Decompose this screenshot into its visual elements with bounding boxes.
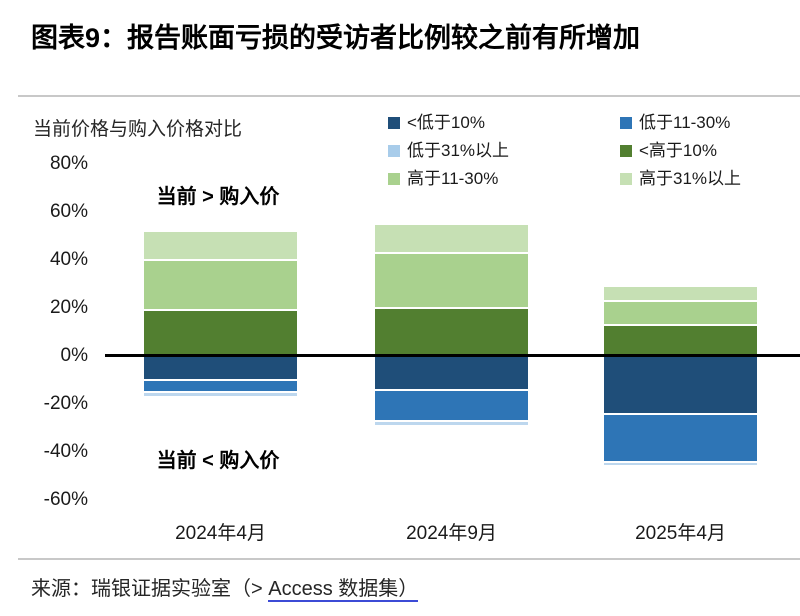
bar-segment-gain — [375, 309, 528, 355]
legend-label: 低于11-30% — [639, 113, 731, 132]
source-prefix: 来源：瑞银证据实验室（> — [31, 578, 269, 600]
legend-item: 高于11-30% — [388, 168, 620, 190]
bar-segment-gain — [375, 225, 528, 252]
y-tick-label: 80% — [49, 153, 88, 174]
y-axis: 80% 60% 40% 20% 0% -20% -40% -60% — [0, 0, 88, 616]
x-axis-label: 2024年4月 — [175, 523, 266, 544]
bar-segment-gain — [604, 325, 757, 355]
y-tick-label: -40% — [43, 441, 88, 462]
legend: <低于10% 低于11-30% 低于31%以上 <高于10% 高于11-30% 高于31%… — [388, 112, 741, 190]
bar-segment-gain — [144, 261, 297, 310]
bar-segment-gain — [604, 301, 757, 324]
legend-swatch-icon — [388, 173, 400, 185]
legend-item: 低于31%以上 — [388, 140, 620, 162]
bar-segment-loss — [604, 462, 757, 466]
legend-label: <高于10% — [639, 141, 717, 160]
x-axis-label: 2025年4月 — [635, 523, 726, 544]
annotation-current-below-purchase: 当前 < 购入价 — [156, 450, 280, 472]
x-axis-label: 2024年9月 — [406, 523, 497, 544]
legend-item: <低于10% — [388, 112, 620, 134]
y-tick-label: 40% — [49, 249, 88, 270]
y-tick-label: -20% — [43, 393, 88, 414]
bar-segment-loss — [144, 357, 297, 379]
page-title: 图表9：报告账面亏损的受访者比例较之前有所增加 — [31, 23, 641, 53]
bar-segment-loss — [604, 414, 757, 461]
y-tick-label: 20% — [49, 297, 88, 318]
bar-segment-loss — [375, 421, 528, 425]
bar-segment-loss — [604, 357, 757, 413]
legend-item: <高于10% — [620, 140, 741, 162]
bar-segment-gain — [375, 253, 528, 307]
y-tick-label: -60% — [43, 489, 88, 510]
legend-label: 高于11-30% — [407, 169, 499, 188]
zero-axis-line — [105, 354, 800, 357]
annotation-current-above-purchase: 当前 > 购入价 — [156, 186, 280, 208]
legend-label: 高于31%以上 — [639, 169, 742, 188]
bar-segment-loss — [144, 381, 297, 391]
y-tick-label: 60% — [49, 201, 88, 222]
source-line: 来源：瑞银证据实验室（> Access 数据集） — [31, 572, 419, 602]
y-tick-label: 0% — [60, 345, 88, 366]
legend-item: 低于11-30% — [620, 112, 741, 134]
legend-label: <低于10% — [407, 113, 485, 132]
access-dataset-link[interactable]: Access 数据集） — [268, 578, 419, 602]
legend-swatch-icon — [388, 117, 400, 129]
bar-segment-gain — [604, 287, 757, 300]
chart-note: 当前价格与购入价格对比 — [33, 119, 243, 140]
bar-segment-loss — [375, 390, 528, 420]
bar-segment-loss — [144, 393, 297, 396]
bar-segment-gain — [144, 311, 297, 355]
legend-swatch-icon — [388, 145, 400, 157]
bottom-divider — [18, 558, 800, 560]
legend-item: 高于31%以上 — [620, 168, 741, 190]
legend-label: 低于31%以上 — [407, 141, 510, 160]
top-divider — [18, 95, 800, 97]
legend-swatch-icon — [620, 117, 632, 129]
bar-segment-gain — [144, 232, 297, 259]
legend-swatch-icon — [620, 173, 632, 185]
legend-swatch-icon — [620, 145, 632, 157]
bar-segment-loss — [375, 357, 528, 389]
